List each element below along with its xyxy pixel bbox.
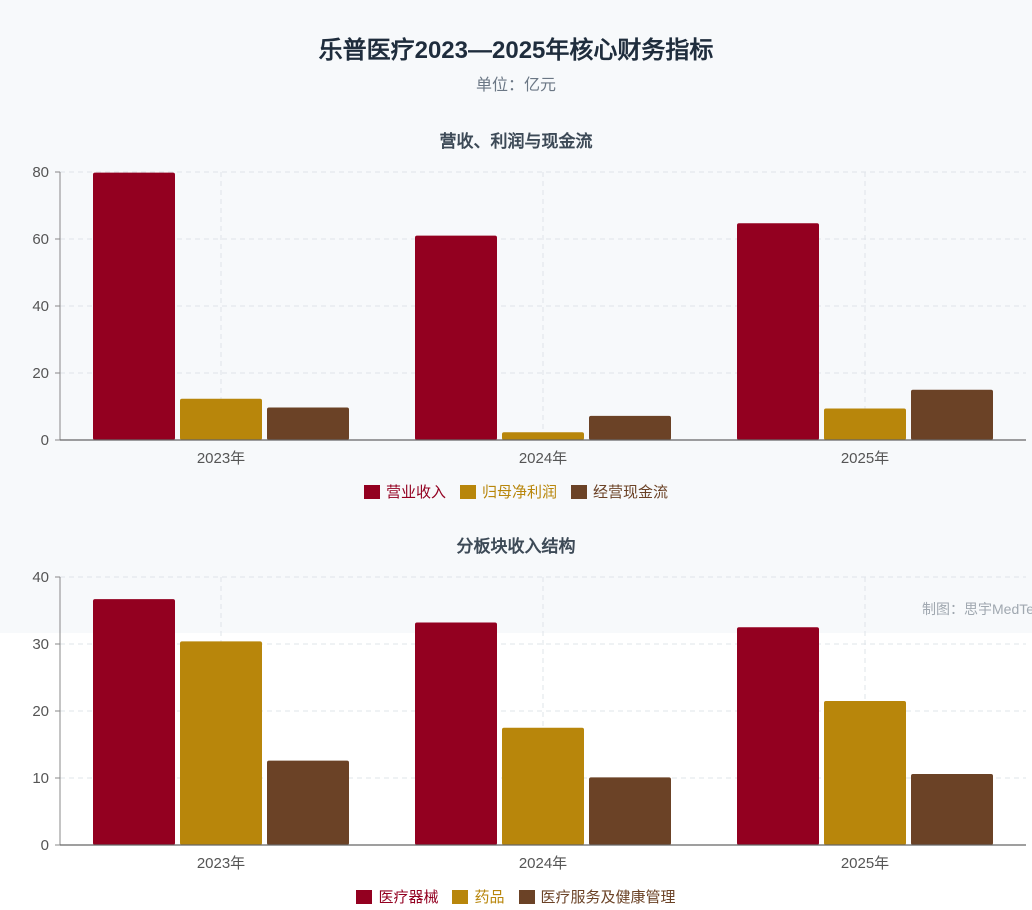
page-title: 乐普医疗2023—2025年核心财务指标 <box>318 37 714 64</box>
bar-医疗器械-2023年 <box>93 599 175 845</box>
legend-swatch <box>571 484 587 499</box>
y-tick-label: 30 <box>32 636 49 653</box>
bar-药品-2025年 <box>824 700 906 845</box>
legend-label: 经营现金流 <box>593 484 669 501</box>
bar-经营现金流-2025年 <box>911 389 993 440</box>
bar-药品-2024年 <box>502 727 584 845</box>
y-tick-label: 40 <box>32 569 49 586</box>
bar-归母净利润-2024年 <box>502 432 584 440</box>
legend-label: 归母净利润 <box>481 484 557 501</box>
y-tick-label: 20 <box>32 365 49 382</box>
legend-swatch <box>356 889 373 904</box>
legend-label: 药品 <box>474 889 505 906</box>
bar-营业收入-2024年 <box>415 235 497 440</box>
bar-医疗器械-2025年 <box>737 627 819 845</box>
legend-swatch <box>363 484 380 499</box>
legend-item[interactable]: 药品 <box>452 886 505 907</box>
x-tick-label: 2023年 <box>197 450 245 467</box>
y-tick-label: 0 <box>41 837 49 854</box>
legend-item[interactable]: 营业收入 <box>363 481 446 502</box>
x-tick-label: 2023年 <box>197 855 245 872</box>
bar-医疗器械-2024年 <box>415 622 497 845</box>
legend-item[interactable]: 医疗器械 <box>356 886 438 907</box>
y-tick-label: 40 <box>32 298 49 315</box>
page-subtitle: 单位：亿元 <box>475 77 556 94</box>
bar-药品-2023年 <box>180 641 262 845</box>
y-tick-label: 20 <box>32 703 49 720</box>
legend-swatch <box>452 889 469 904</box>
x-tick-label: 2024年 <box>519 450 567 467</box>
bar-医疗服务及健康管理-2025年 <box>911 773 993 845</box>
bar-营业收入-2025年 <box>737 223 819 440</box>
bar-归母净利润-2023年 <box>180 398 262 440</box>
chart1-legend: 营业收入 归母净利润 经营现金流 <box>0 481 1032 502</box>
x-tick-label: 2025年 <box>841 855 889 872</box>
legend-label: 医疗器械 <box>378 889 439 906</box>
chart2-legend: 医疗器械 药品 医疗服务及健康管理 <box>0 886 1032 907</box>
legend-item[interactable]: 经营现金流 <box>571 481 668 502</box>
watermark-text: 制图：思宇MedTech <box>922 601 1032 617</box>
legend-item[interactable]: 医疗服务及健康管理 <box>518 886 676 907</box>
bar-经营现金流-2024年 <box>589 415 671 440</box>
y-tick-label: 80 <box>32 164 49 181</box>
chart1-title: 营收、利润与现金流 <box>439 132 593 151</box>
bar-医疗服务及健康管理-2023年 <box>267 760 349 845</box>
legend-label: 医疗服务及健康管理 <box>540 889 676 906</box>
y-tick-label: 10 <box>32 770 49 787</box>
chart2-title: 分板块收入结构 <box>456 537 576 556</box>
legend-label: 营业收入 <box>385 484 446 501</box>
x-tick-label: 2025年 <box>841 450 889 467</box>
bar-归母净利润-2025年 <box>824 408 906 440</box>
legend-swatch <box>518 889 535 904</box>
bar-医疗服务及健康管理-2024年 <box>589 777 671 845</box>
legend-swatch <box>459 484 476 499</box>
bar-经营现金流-2023年 <box>267 407 349 440</box>
y-tick-label: 60 <box>32 231 49 248</box>
chart1-revenue-profit-cashflow: 0 20 40 60 80 2023年 2024年 2025年 <box>32 164 1026 467</box>
bar-营业收入-2023年 <box>93 172 175 441</box>
chart2-segment-revenue: 0 10 20 30 40 2023年 2024年 2025年 <box>32 569 1026 872</box>
legend-item[interactable]: 归母净利润 <box>459 481 557 502</box>
x-tick-label: 2024年 <box>519 855 567 872</box>
y-tick-label: 0 <box>41 432 49 449</box>
